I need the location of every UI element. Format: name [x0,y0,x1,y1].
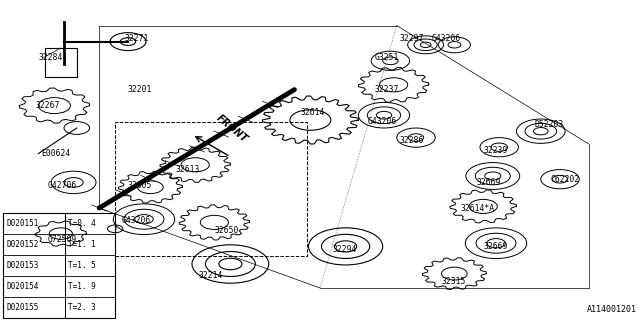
Text: G43206: G43206 [368,117,397,126]
Text: D020151: D020151 [6,219,39,228]
Text: G3251: G3251 [374,53,399,62]
Text: C62202: C62202 [550,175,580,184]
Text: T=1. 9: T=1. 9 [68,282,96,291]
Text: T=1. 5: T=1. 5 [68,261,96,270]
Text: 32284: 32284 [38,53,63,62]
Text: 32201: 32201 [128,85,152,94]
Text: D52203: D52203 [534,120,564,129]
Text: A114001201: A114001201 [587,305,637,314]
Text: 32605: 32605 [128,181,152,190]
Text: D020155: D020155 [6,303,39,312]
Text: D020154: D020154 [6,282,39,291]
Text: 32669: 32669 [483,242,508,251]
Text: G72509: G72509 [48,236,77,244]
Text: G43206: G43206 [122,216,151,225]
Text: 32214: 32214 [198,271,223,280]
Bar [3,213,115,318]
Text: 32237: 32237 [374,85,399,94]
Text: 32614: 32614 [301,108,325,116]
Text: 32650: 32650 [214,226,239,235]
Text: FRONT: FRONT [214,113,249,144]
Text: 32297: 32297 [400,34,424,43]
Text: 32267: 32267 [35,101,60,110]
Text: D020153: D020153 [6,261,39,270]
Text: 32669: 32669 [477,178,501,187]
Bar [45,48,77,77]
Text: D020152: D020152 [6,240,39,249]
Text: 32239: 32239 [483,146,508,155]
Text: T=0. 4: T=0. 4 [68,219,96,228]
Text: 32614*A: 32614*A [461,204,495,212]
Text: G42706: G42706 [48,181,77,190]
Text: T=2. 3: T=2. 3 [68,303,96,312]
Text: 32271: 32271 [125,34,149,43]
Text: T=1. 1: T=1. 1 [68,240,96,249]
Bar [115,122,307,256]
Text: 32294: 32294 [333,245,357,254]
Text: G43206: G43206 [432,34,461,43]
Text: 32315: 32315 [442,277,466,286]
Text: E00624: E00624 [42,149,71,158]
Text: 32613: 32613 [176,165,200,174]
Text: 1: 1 [113,226,117,231]
Text: 32286: 32286 [400,136,424,145]
